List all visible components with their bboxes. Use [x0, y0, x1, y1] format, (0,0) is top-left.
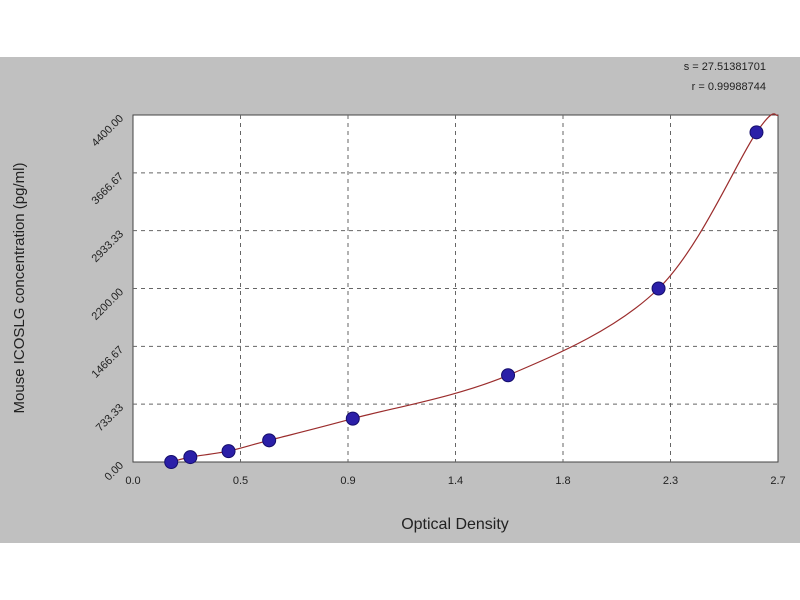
y-tick-label: 733.33 [94, 402, 126, 434]
y-axis-ticks: 0.00 733.33 1466.67 2200.00 2933.33 3666.67 44… [90, 113, 127, 484]
y-tick-label: 2200.00 [90, 286, 127, 323]
data-point [501, 368, 516, 383]
y-tick-label: 2933.33 [90, 228, 127, 265]
data-point [221, 444, 236, 459]
fit-s-value: s = 27.51381701 [684, 61, 766, 73]
y-tick-label: 1466.67 [90, 344, 127, 381]
data-point [749, 125, 764, 140]
x-tick-label: 0.9 [340, 475, 355, 487]
x-tick-label: 0.5 [233, 475, 248, 487]
grid [133, 115, 778, 462]
data-point [164, 455, 179, 469]
y-tick-label: 4400.00 [90, 113, 127, 150]
x-axis-ticks: 0.0 0.5 0.9 1.4 1.8 2.3 2.7 [125, 475, 785, 487]
fit-curve [171, 113, 779, 463]
data-point [651, 281, 666, 296]
y-tick-label: 0.00 [102, 460, 126, 484]
y-tick-label: 3666.67 [90, 170, 127, 207]
data-points [164, 125, 764, 469]
data-point [345, 411, 360, 426]
fit-r-value: r = 0.99988744 [692, 81, 766, 93]
x-tick-label: 1.8 [555, 475, 570, 487]
x-tick-label: 1.4 [448, 475, 463, 487]
x-tick-label: 0.0 [125, 475, 140, 487]
x-tick-label: 2.3 [663, 475, 678, 487]
y-axis-label: Mouse ICOSLG concentration (pg/ml) [11, 163, 28, 414]
x-tick-label: 2.7 [770, 475, 785, 487]
data-point [262, 433, 277, 448]
data-point [183, 450, 198, 465]
x-axis-label: Optical Density [401, 516, 509, 533]
